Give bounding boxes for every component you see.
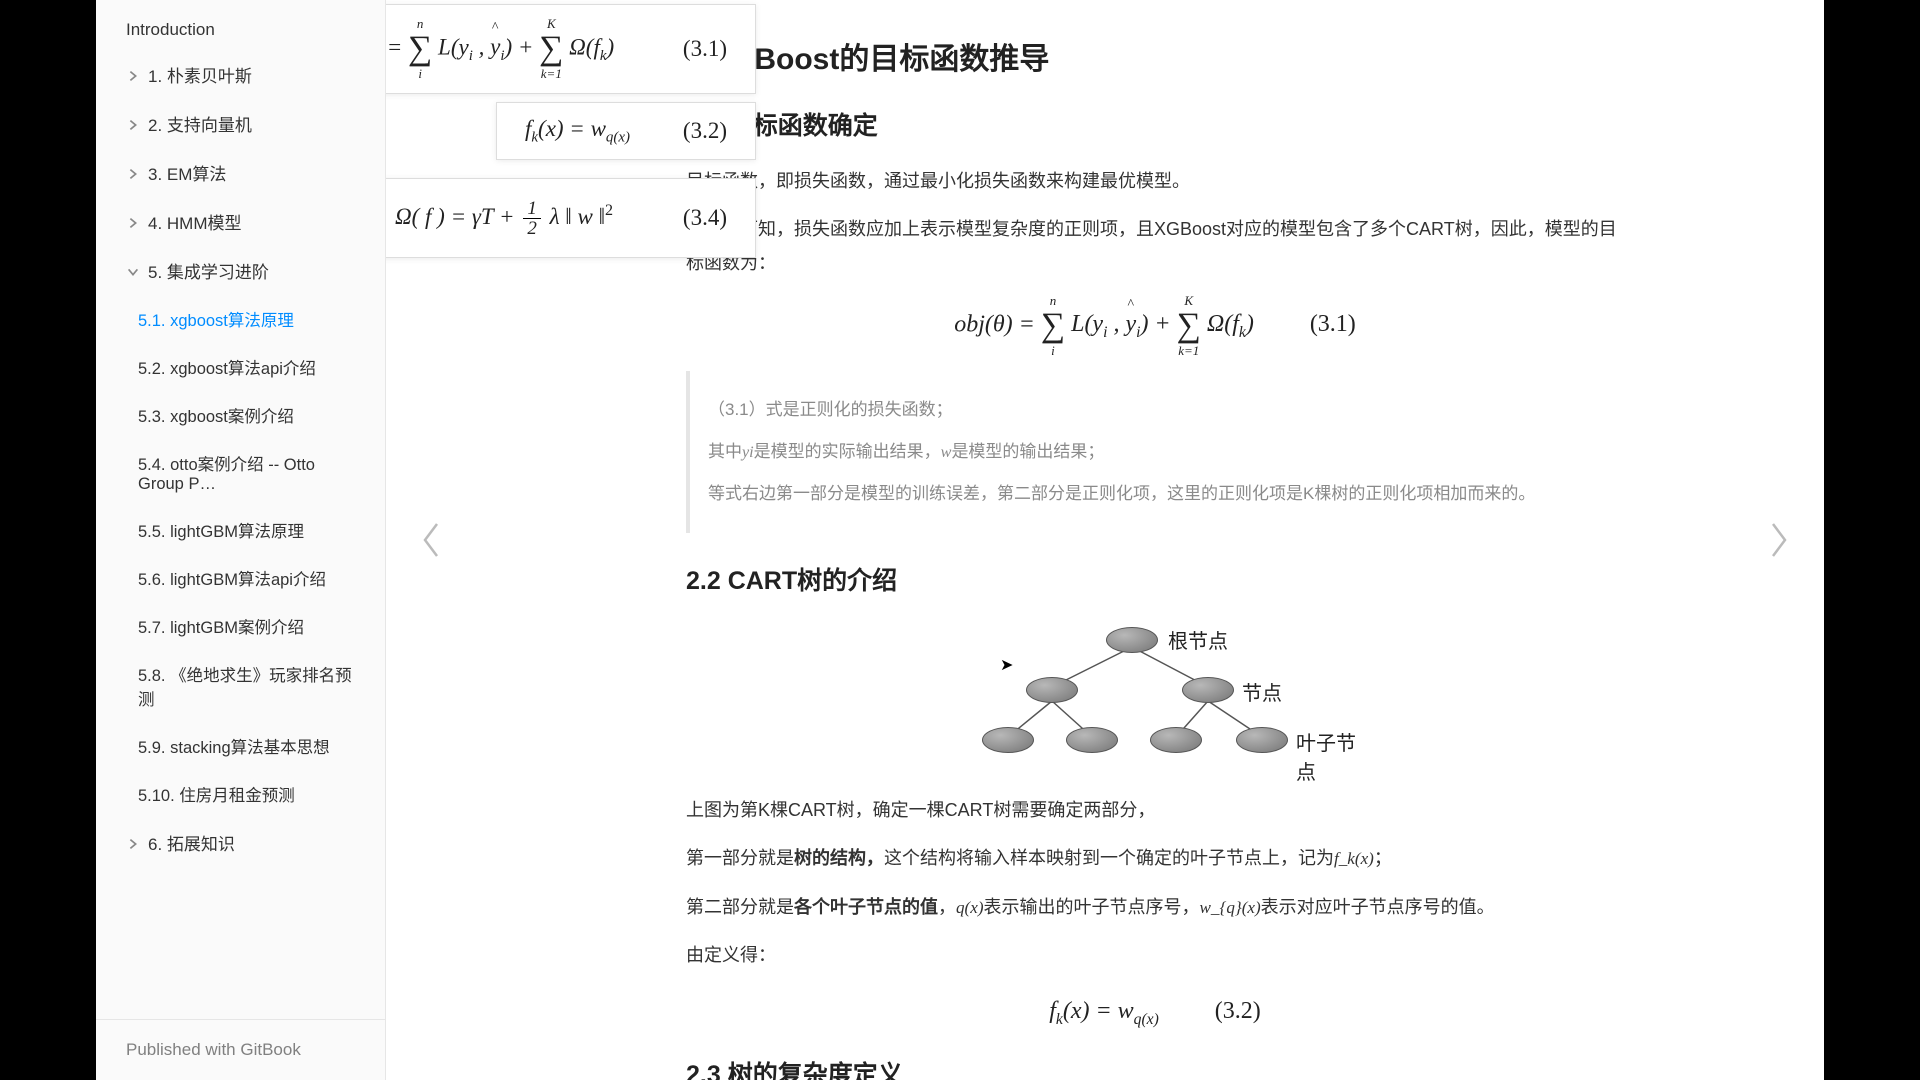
equation-formula: obj(θ) = ∑ni L(yi , yi) + ∑Kk=1 Ω(fk) (386, 30, 614, 68)
sidebar-sub-5-4[interactable]: 5.4. otto案例介绍 -- Otto Group P… (96, 439, 385, 506)
sidebar-sub-5-9[interactable]: 5.9. stacking算法基本思想 (96, 722, 385, 770)
equation-number: (3.2) (683, 118, 727, 144)
sidebar-intro[interactable]: Introduction (96, 10, 385, 50)
sidebar-item-label: 5. 集成学习进阶 (148, 258, 269, 283)
sidebar-item-label: 1. 朴素贝叶斯 (148, 62, 252, 87)
sidebar-item-1[interactable]: 1. 朴素贝叶斯 (96, 50, 385, 99)
tree-label-root: 根节点 (1168, 625, 1228, 654)
chevron-down-icon (126, 264, 140, 278)
sidebar: Introduction 1. 朴素贝叶斯 2. 支持向量机 3. EM算法 (96, 0, 386, 1080)
paragraph: 由定义得： (686, 938, 1624, 972)
sidebar-item-label: 5.9. stacking算法基本思想 (138, 734, 330, 758)
sidebar-item-label: 5.1. xgboost算法原理 (138, 307, 294, 331)
equation-number: (3.1) (1310, 311, 1356, 338)
quote-line: （3.1）式是正则化的损失函数； (708, 393, 1606, 427)
chevron-right-icon (126, 215, 140, 229)
tree-leaf (1236, 727, 1288, 753)
content-area: 2 XGBoost的目标函数推导 2.1 目标函数确定 目标函数，即损失函数，通… (386, 0, 1824, 1080)
tree-node-root (1106, 627, 1158, 653)
paragraph: 上图为第K棵CART树，确定一棵CART树需要确定两部分， (686, 793, 1624, 827)
sidebar-sub-5-8[interactable]: 5.8. 《绝地求生》玩家排名预测 (96, 650, 385, 722)
chevron-right-icon (126, 836, 140, 850)
prev-page-button[interactable] (406, 500, 456, 580)
tree-leaf (982, 727, 1034, 753)
tree-leaf (1066, 727, 1118, 753)
heading-2-1: 2.1 目标函数确定 (686, 106, 1624, 142)
blockquote: （3.1）式是正则化的损失函数； 其中yi是模型的实际输出结果，w是模型的输出结… (686, 371, 1624, 533)
sidebar-item-4[interactable]: 4. HMM模型 (96, 197, 385, 246)
tree-leaf (1150, 727, 1202, 753)
quote-line: 等式右边第一部分是模型的训练误差，第二部分是正则化项，这里的正则化项是K棵树的正… (708, 477, 1606, 511)
chevron-right-icon (126, 68, 140, 82)
sidebar-item-2[interactable]: 2. 支持向量机 (96, 99, 385, 148)
app-viewport: Introduction 1. 朴素贝叶斯 2. 支持向量机 3. EM算法 (96, 0, 1824, 1080)
sidebar-item-label: 4. HMM模型 (148, 209, 242, 234)
paragraph: 由前面可知，损失函数应加上表示模型复杂度的正则项，且XGBoost对应的模型包含… (686, 212, 1624, 280)
sidebar-sub-5-3[interactable]: 5.3. xgboost案例介绍 (96, 391, 385, 439)
sidebar-sub-5-7[interactable]: 5.7. lightGBM案例介绍 (96, 602, 385, 650)
equation-number: (3.2) (1215, 998, 1261, 1025)
cursor-icon: ➤ (1000, 655, 1013, 675)
sidebar-sub-5-5[interactable]: 5.5. lightGBM算法原理 (96, 506, 385, 554)
sidebar-item-label: 5.7. lightGBM案例介绍 (138, 614, 304, 638)
equation-formula: Ω( f ) = γT + 12 λ ‖ w ‖2 (395, 199, 613, 238)
equation-formula: fk(x) = wq(x) (525, 116, 630, 147)
publisher-link[interactable]: Published with GitBook (96, 1019, 385, 1080)
sidebar-sub-5-2[interactable]: 5.2. xgboost算法api介绍 (96, 343, 385, 391)
tree-label-leaf: 叶子节点 (1296, 727, 1370, 785)
article: 2 XGBoost的目标函数推导 2.1 目标函数确定 目标函数，即损失函数，通… (386, 0, 1824, 1080)
next-page-button[interactable] (1754, 500, 1804, 580)
sidebar-sub-5-1[interactable]: 5.1. xgboost算法原理 (96, 295, 385, 343)
tree-node (1026, 677, 1078, 703)
equation-3-1: obj(θ) = ∑ni L(yi , yi) + ∑Kk=1 Ω(fk) (3… (686, 307, 1624, 345)
paragraph: 目标函数，即损失函数，通过最小化损失函数来构建最优模型。 (686, 164, 1624, 198)
equation-popup-3-1: obj(θ) = ∑ni L(yi , yi) + ∑Kk=1 Ω(fk) (3… (386, 4, 756, 94)
tree-node (1182, 677, 1234, 703)
equation-3-2: fk(x) = wq(x) (3.2) (686, 998, 1624, 1029)
sidebar-item-label: 5.5. lightGBM算法原理 (138, 518, 304, 542)
sidebar-item-label: 5.4. otto案例介绍 -- Otto Group P… (138, 451, 365, 494)
heading-2-2: 2.2 CART树的介绍 (686, 561, 1624, 597)
sidebar-item-label: 5.10. 住房月租金预测 (138, 782, 295, 806)
sidebar-nav: Introduction 1. 朴素贝叶斯 2. 支持向量机 3. EM算法 (96, 0, 385, 1019)
sidebar-item-label: 5.3. xgboost案例介绍 (138, 403, 294, 427)
equation-popup-3-2: fk(x) = wq(x) (3.2) (496, 102, 756, 160)
equation-popup-3-4: Ω( f ) = γT + 12 λ ‖ w ‖2 (3.4) (386, 178, 756, 258)
sidebar-item-label: 5.8. 《绝地求生》玩家排名预测 (138, 662, 365, 710)
chevron-right-icon (126, 166, 140, 180)
cart-tree-diagram: 根节点 节点 叶子节点 ➤ (940, 619, 1370, 769)
sidebar-item-label: 5.2. xgboost算法api介绍 (138, 355, 316, 379)
sidebar-sub-5-6[interactable]: 5.6. lightGBM算法api介绍 (96, 554, 385, 602)
equation-number: (3.1) (683, 36, 727, 62)
paragraph: 第一部分就是树的结构，这个结构将输入样本映射到一个确定的叶子节点上，记为f_k(… (686, 841, 1624, 875)
heading-2: 2 XGBoost的目标函数推导 (686, 34, 1624, 78)
sidebar-item-3[interactable]: 3. EM算法 (96, 148, 385, 197)
sidebar-item-5[interactable]: 5. 集成学习进阶 (96, 246, 385, 295)
heading-2-3: 2.3 树的复杂度定义 (686, 1055, 1624, 1080)
sidebar-item-label: 6. 拓展知识 (148, 830, 235, 855)
sidebar-item-label: 3. EM算法 (148, 160, 226, 185)
chevron-right-icon (126, 117, 140, 131)
equation-number: (3.4) (683, 205, 727, 231)
sidebar-item-label: 2. 支持向量机 (148, 111, 252, 136)
quote-line: 其中yi是模型的实际输出结果，w是模型的输出结果； (708, 435, 1606, 469)
sidebar-item-6[interactable]: 6. 拓展知识 (96, 818, 385, 867)
tree-label-node: 节点 (1242, 677, 1282, 706)
sidebar-item-label: 5.6. lightGBM算法api介绍 (138, 566, 326, 590)
sidebar-sub-5-10[interactable]: 5.10. 住房月租金预测 (96, 770, 385, 818)
paragraph: 第二部分就是各个叶子节点的值，q(x)表示输出的叶子节点序号，w_{q}(x)表… (686, 890, 1624, 924)
